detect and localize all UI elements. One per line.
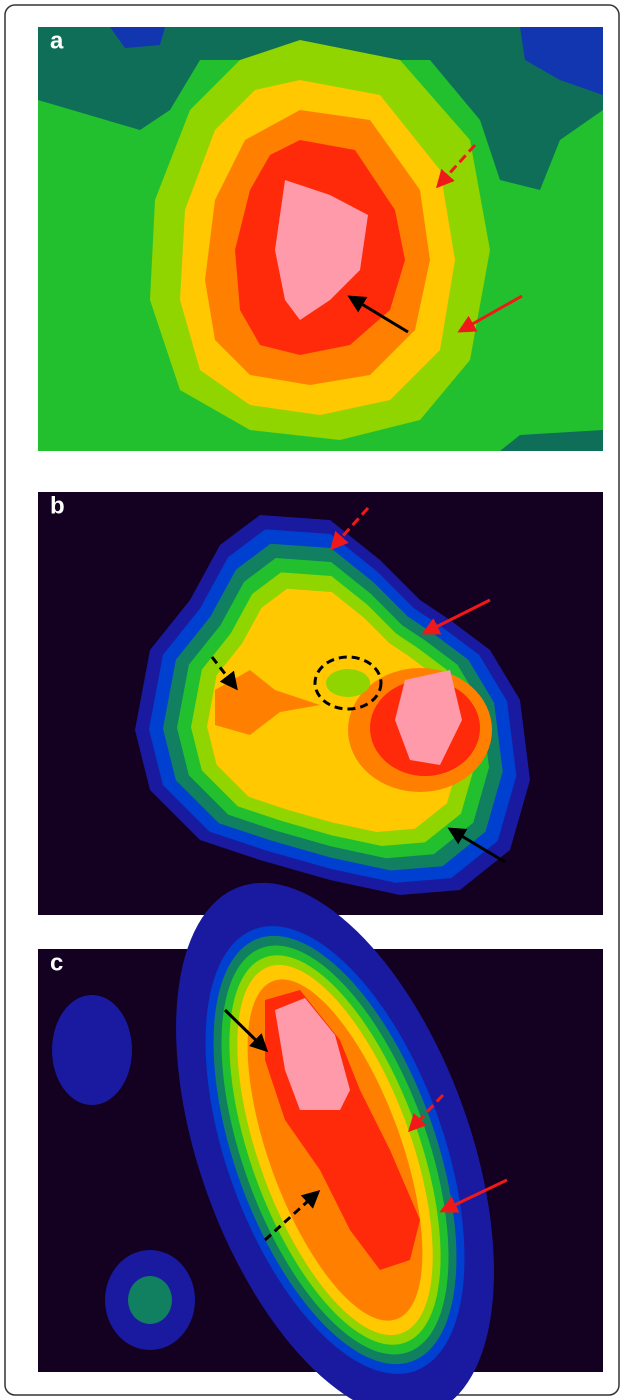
panel-label: b <box>50 492 65 519</box>
contour-shape <box>52 995 132 1105</box>
page: Figure {"panels": [{"label": "a"}, {"lab… <box>0 0 625 1400</box>
panel-label: a <box>50 27 64 54</box>
figure: a b c <box>0 0 625 1400</box>
contour-shape <box>326 669 370 697</box>
panel-a <box>38 27 603 451</box>
panel-label: c <box>50 949 63 976</box>
contour-shape <box>128 1276 172 1324</box>
panel-b <box>38 492 603 915</box>
body: abc (() => { const data = JSON.parse(doc… <box>0 0 625 1400</box>
